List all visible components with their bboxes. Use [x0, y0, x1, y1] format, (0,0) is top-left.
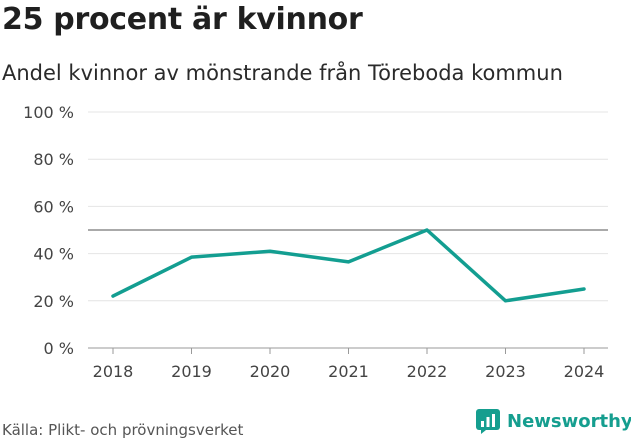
y-tick-label: 80 %	[33, 150, 74, 169]
y-axis-tick-labels: 0 % 20 % 40 % 60 % 80 % 100 %	[23, 103, 74, 358]
x-tick-label: 2021	[328, 362, 369, 381]
x-tick-label: 2024	[564, 362, 605, 381]
x-tick-label: 2020	[250, 362, 291, 381]
series-line	[111, 228, 586, 303]
chart-title: 25 procent är kvinnor	[2, 2, 363, 37]
brand-logo: Newsworthy	[475, 408, 631, 434]
series-group	[111, 228, 586, 303]
x-axis-tick-labels: 2018 2019 2020 2021 2022 2023 2024	[93, 348, 605, 381]
x-tick-label: 2018	[93, 362, 134, 381]
source-note: Källa: Plikt- och prövningsverket	[2, 421, 244, 439]
x-tick-label: 2019	[171, 362, 212, 381]
y-tick-label: 100 %	[23, 103, 74, 122]
x-tick-label: 2023	[485, 362, 526, 381]
y-tick-label: 60 %	[33, 197, 74, 216]
y-tick-label: 40 %	[33, 245, 74, 264]
newsworthy-logo-icon	[476, 409, 500, 434]
y-tick-label: 20 %	[33, 292, 74, 311]
y-tick-label: 0 %	[44, 339, 74, 358]
line-chart: 0 % 20 % 40 % 60 % 80 % 100 % 2018 2019 2020 202…	[23, 103, 608, 381]
brand-name: Newsworthy	[507, 410, 631, 432]
x-tick-label: 2022	[407, 362, 448, 381]
chart-subtitle: Andel kvinnor av mönstrande från Törebod…	[2, 61, 563, 85]
